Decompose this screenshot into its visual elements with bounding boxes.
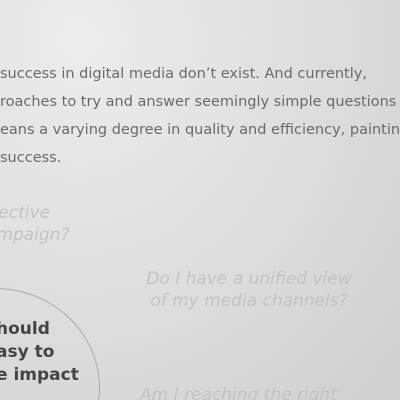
intro-line: success. <box>0 150 62 166</box>
intro-paragraph: success in digital media don’t exist. An… <box>0 60 400 172</box>
circle-line: e impact <box>0 365 79 385</box>
circle-line: hould <box>0 319 50 339</box>
circle-line: asy to <box>0 342 55 362</box>
question-line: Am I reaching the right <box>140 385 337 400</box>
question-unified-view: Do I have a unified view of my media cha… <box>138 268 360 312</box>
intro-line: success in digital media don’t exist. An… <box>0 66 367 82</box>
question-line: Do I have a unified view <box>146 269 352 289</box>
question-line: of my media channels? <box>150 291 348 311</box>
question-effective-campaign: ffective ampaign? <box>0 202 70 246</box>
question-line: ffective <box>0 203 50 223</box>
intro-line: roaches to try and answer seemingly simp… <box>0 94 397 110</box>
circle-statement: hould asy to e impact <box>0 318 79 387</box>
question-line: ampaign? <box>0 225 70 245</box>
intro-line: eans a varying degree in quality and eff… <box>0 122 400 138</box>
question-reaching: Am I reaching the right <box>140 384 337 400</box>
